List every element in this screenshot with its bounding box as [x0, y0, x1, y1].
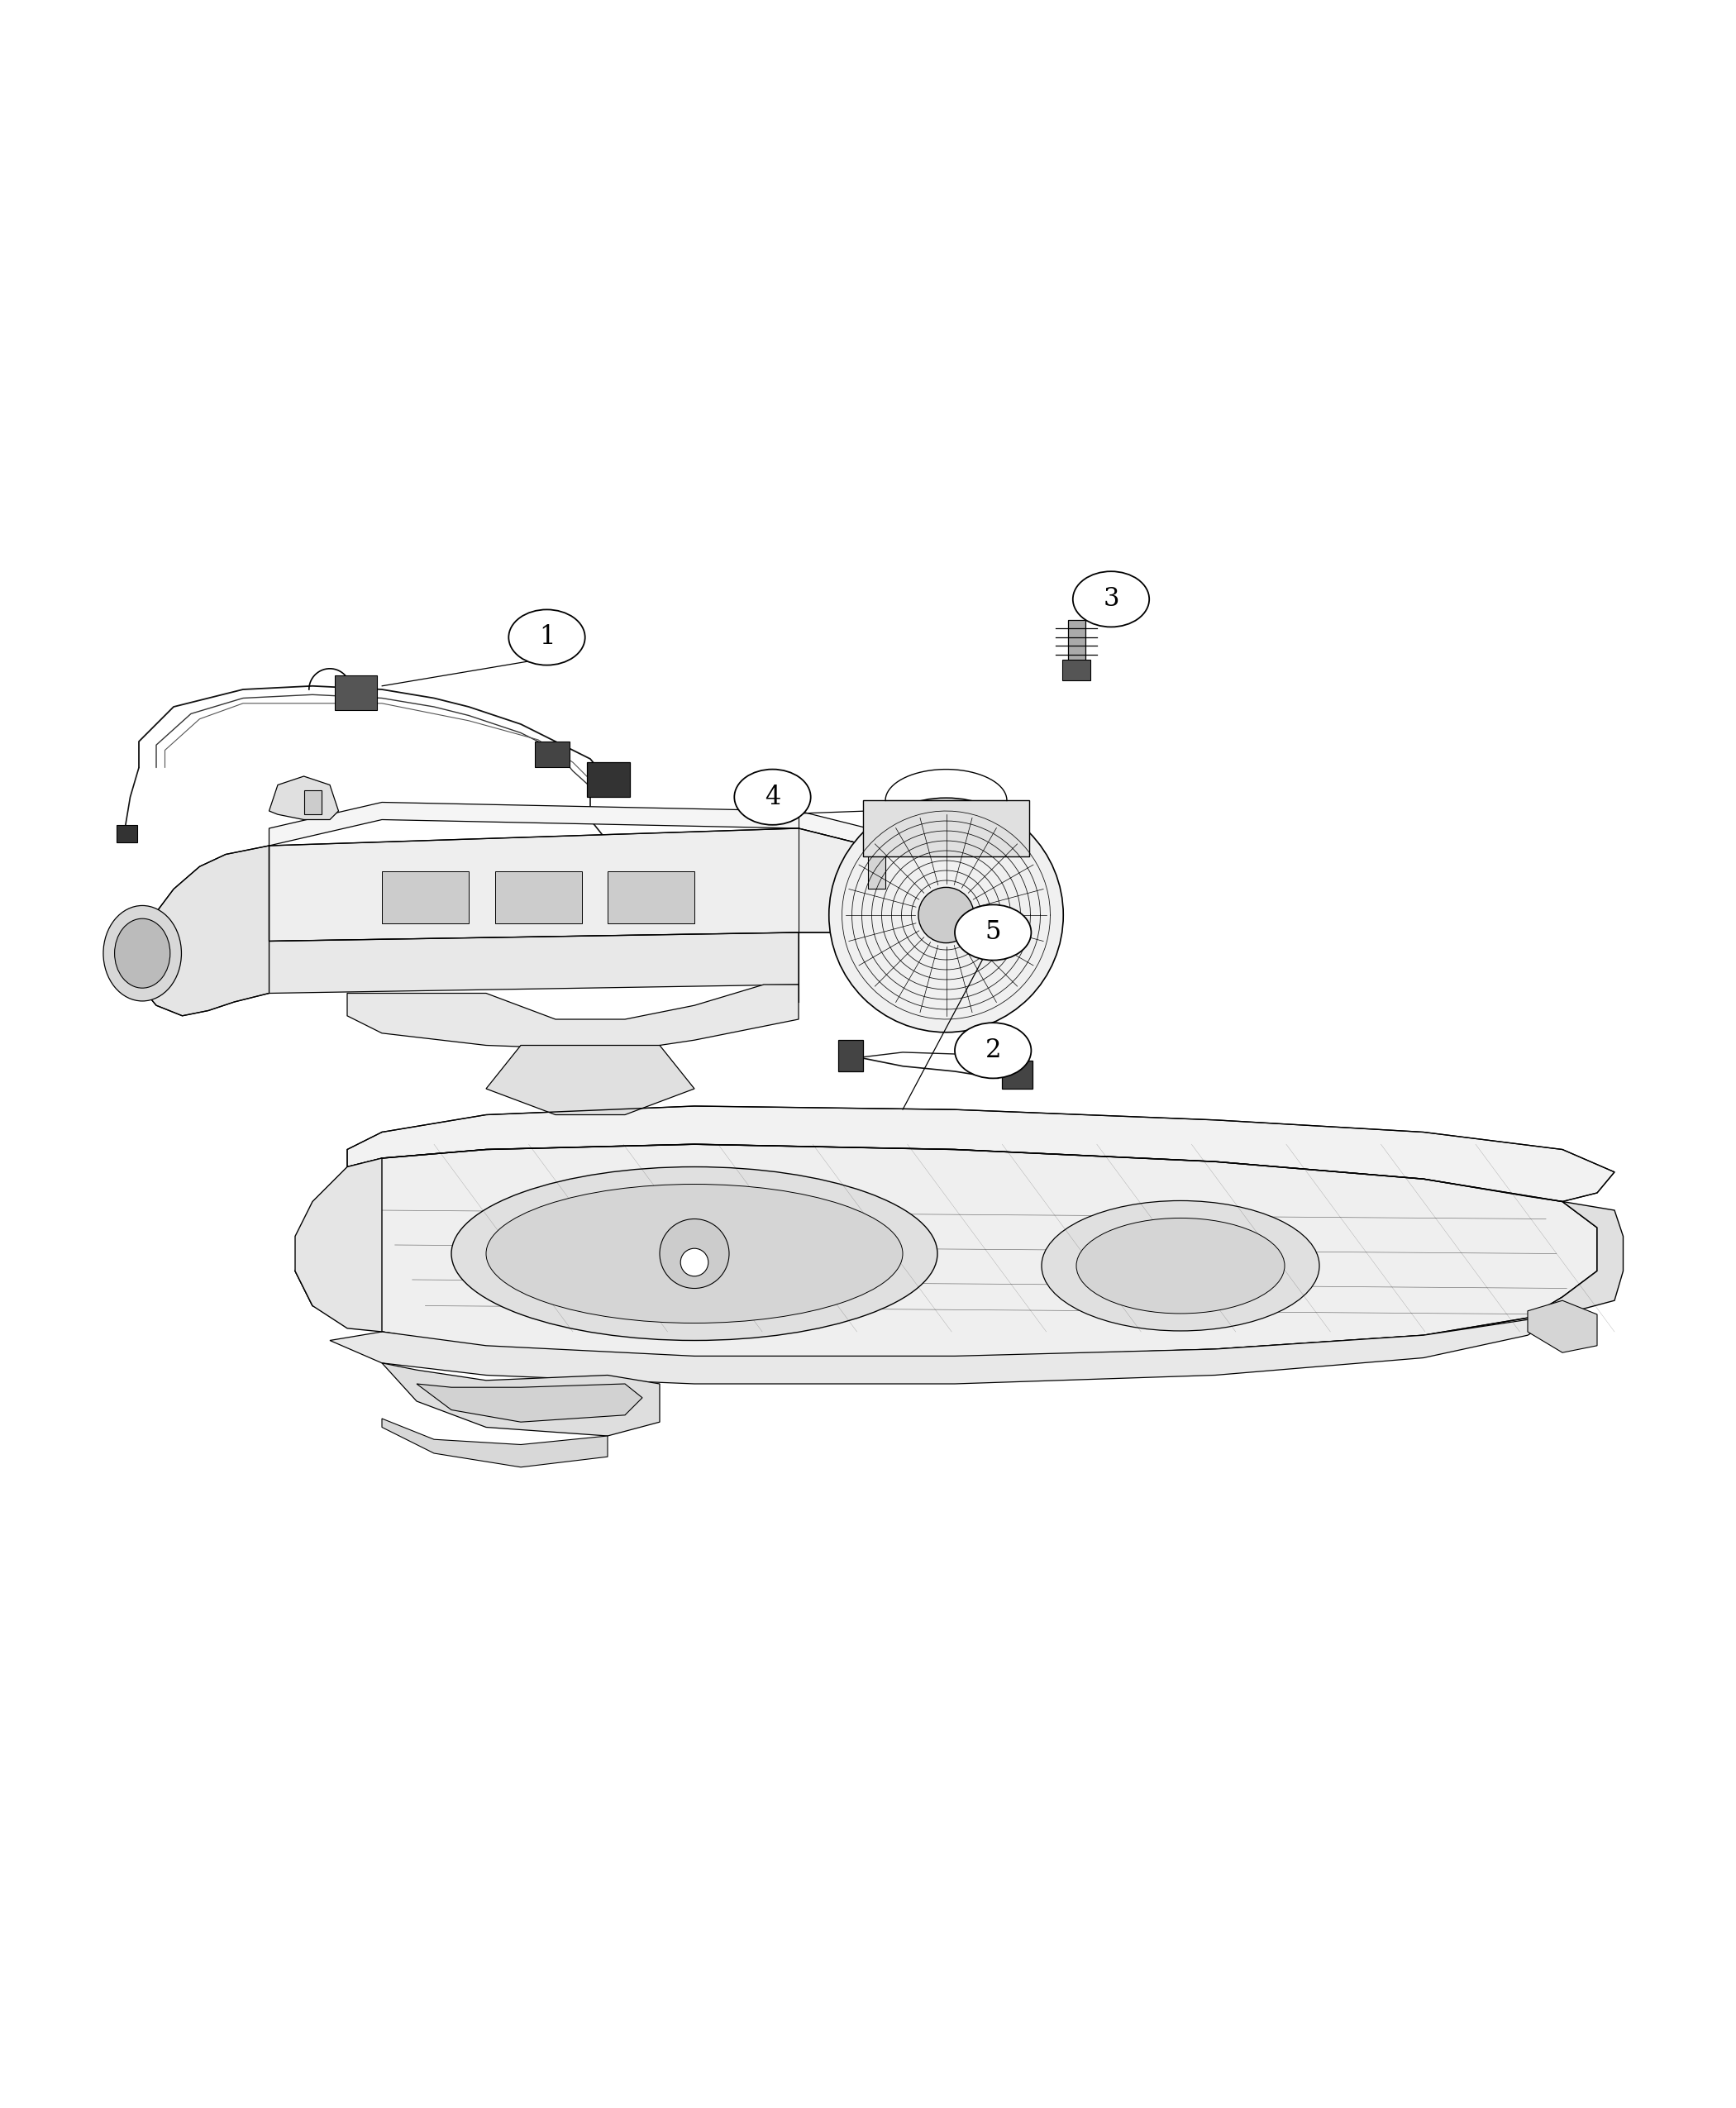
Ellipse shape — [1073, 571, 1149, 626]
Ellipse shape — [509, 609, 585, 666]
Polygon shape — [269, 932, 799, 993]
Polygon shape — [417, 1383, 642, 1423]
Ellipse shape — [104, 906, 182, 1001]
Polygon shape — [330, 1315, 1562, 1383]
Bar — [116, 824, 137, 843]
Ellipse shape — [1042, 1202, 1319, 1330]
Circle shape — [681, 1248, 708, 1275]
Polygon shape — [269, 776, 339, 820]
Polygon shape — [382, 1419, 608, 1467]
Polygon shape — [1528, 1202, 1623, 1318]
Circle shape — [660, 1218, 729, 1288]
Polygon shape — [295, 1145, 1597, 1358]
Polygon shape — [304, 790, 321, 814]
Bar — [863, 801, 1029, 856]
Text: 3: 3 — [1102, 586, 1120, 611]
Bar — [382, 873, 469, 923]
Polygon shape — [382, 1364, 660, 1436]
Ellipse shape — [1076, 1218, 1285, 1313]
Bar — [608, 873, 694, 923]
Ellipse shape — [734, 769, 811, 824]
Bar — [335, 675, 377, 710]
Text: 4: 4 — [764, 784, 781, 809]
Ellipse shape — [955, 904, 1031, 961]
Polygon shape — [269, 828, 868, 940]
Polygon shape — [1068, 620, 1085, 664]
Polygon shape — [347, 984, 799, 1050]
Bar — [1002, 1060, 1033, 1088]
Circle shape — [918, 887, 974, 942]
Bar — [535, 742, 569, 767]
Polygon shape — [269, 803, 868, 845]
Ellipse shape — [830, 799, 1062, 1033]
Polygon shape — [135, 845, 269, 1016]
Polygon shape — [347, 1107, 1614, 1202]
Bar — [1062, 660, 1090, 681]
Polygon shape — [486, 1046, 694, 1115]
Ellipse shape — [486, 1185, 903, 1324]
Bar — [495, 873, 582, 923]
Text: 5: 5 — [984, 919, 1002, 944]
Ellipse shape — [451, 1168, 937, 1341]
Polygon shape — [868, 854, 885, 890]
Text: 1: 1 — [538, 624, 556, 649]
Text: 2: 2 — [984, 1037, 1002, 1062]
Polygon shape — [295, 1157, 382, 1332]
Polygon shape — [1528, 1301, 1597, 1353]
Ellipse shape — [955, 1022, 1031, 1079]
Ellipse shape — [115, 919, 170, 989]
Bar — [587, 763, 630, 797]
Bar — [838, 1039, 863, 1071]
